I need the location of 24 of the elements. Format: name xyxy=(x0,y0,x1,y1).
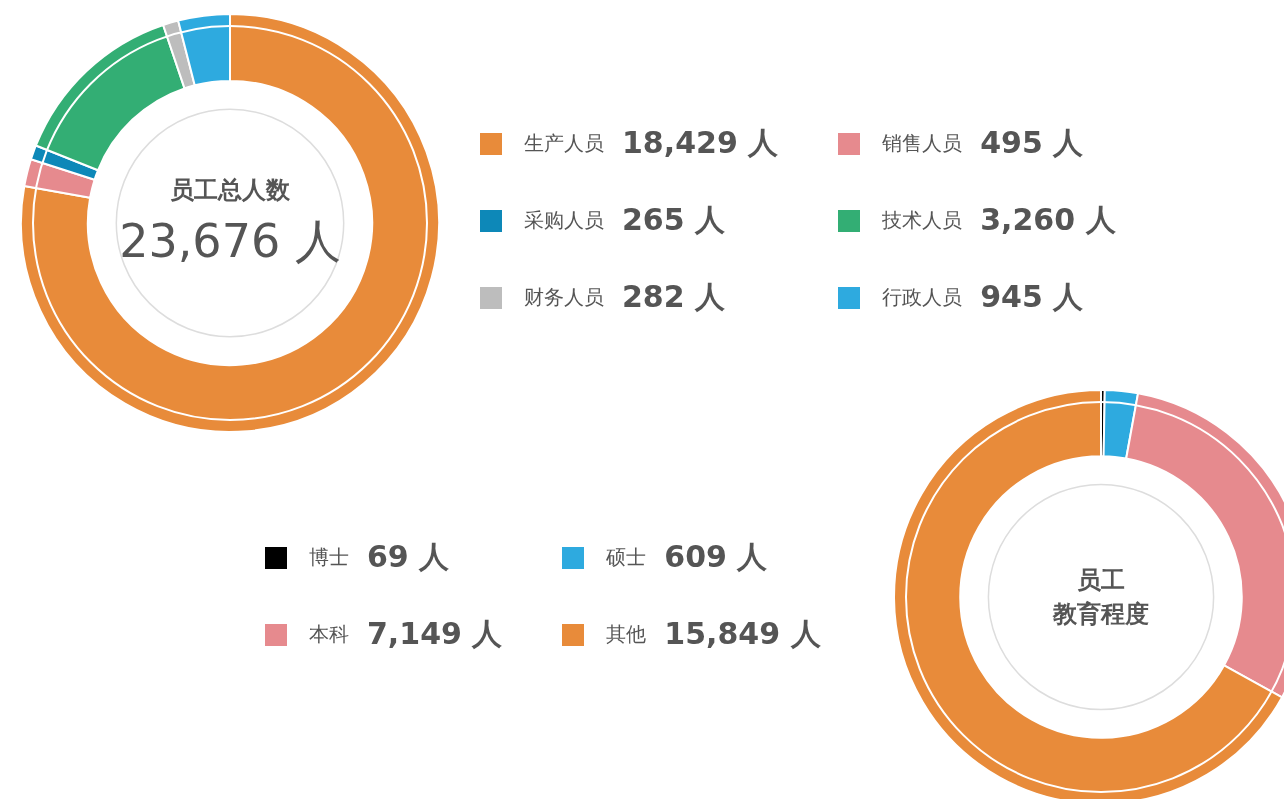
legend-label: 硕士 xyxy=(606,544,647,571)
legend-label: 技术人员 xyxy=(882,207,963,234)
text: 23,676 人 xyxy=(118,213,342,270)
data-label: 7,149 人 xyxy=(367,615,503,653)
data-label: 3,260 人 xyxy=(980,201,1116,239)
legend-label: 财务人员 xyxy=(524,284,604,311)
text: 员工总人数 xyxy=(169,175,291,206)
data-label: 18,429 人 xyxy=(622,124,779,162)
data-label: 282 人 xyxy=(622,278,726,316)
data-label: 265 人 xyxy=(622,201,726,239)
data-label: 945 人 xyxy=(980,278,1084,316)
legend-label: 博士 xyxy=(309,544,349,571)
legend-label: 本科 xyxy=(309,621,349,648)
legend-label: 其他 xyxy=(606,621,647,648)
data-label: 609 人 xyxy=(664,538,768,576)
legend-label: 生产人员 xyxy=(524,130,604,157)
text: 员工 xyxy=(1076,565,1126,596)
legend-label: 采购人员 xyxy=(524,207,604,234)
legend-label: 销售人员 xyxy=(882,130,963,157)
data-label: 495 人 xyxy=(980,124,1084,162)
data-label: 69 人 xyxy=(367,538,450,576)
text: 教育程度 xyxy=(1051,599,1150,630)
data-label: 15,849 人 xyxy=(664,615,821,653)
legend-label: 行政人员 xyxy=(882,284,963,311)
